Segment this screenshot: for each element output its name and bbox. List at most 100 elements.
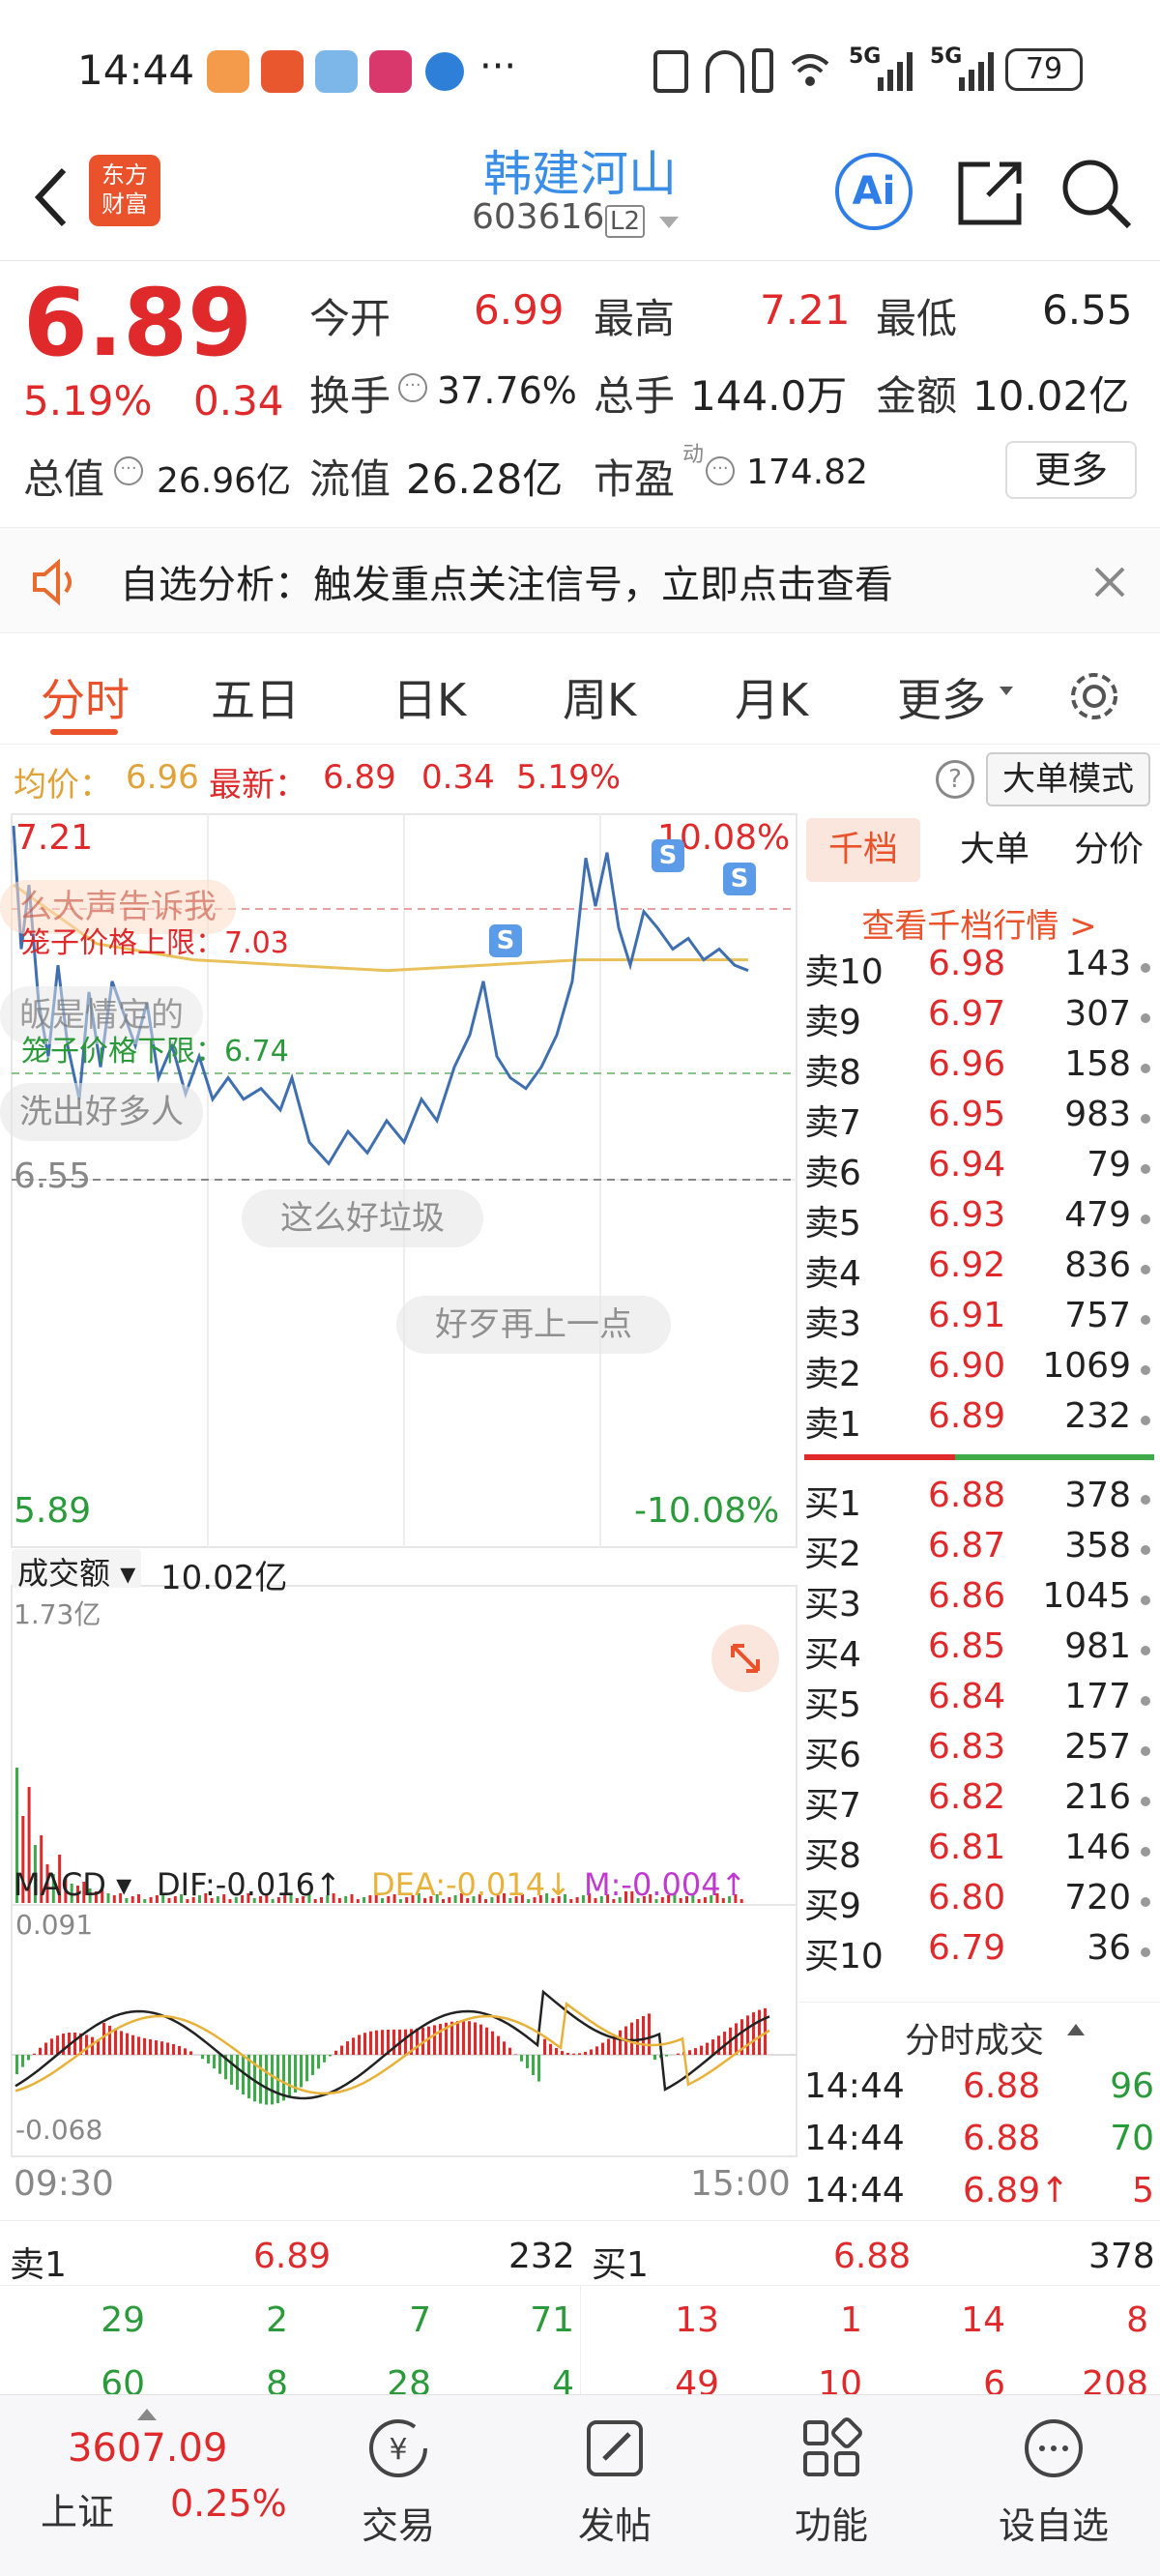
back-icon[interactable]: [23, 159, 81, 236]
bid-row[interactable]: 买7 6.82 216: [804, 1777, 1154, 1828]
ask-row[interactable]: 卖6 6.94 79: [804, 1145, 1154, 1195]
bid-row[interactable]: 买4 6.85 981: [804, 1626, 1154, 1677]
notice-banner[interactable]: 自选分析：触发重点关注信号，立即点击查看: [0, 527, 1160, 633]
tab-thousand-level[interactable]: 千档: [806, 818, 920, 882]
volume-bar: [527, 1899, 531, 1903]
tab-intraday[interactable]: 分时: [41, 674, 130, 726]
level-label: 买3: [804, 1585, 861, 1625]
trade-volume: 70: [1110, 2119, 1154, 2158]
level-volume: 981: [1064, 1626, 1131, 1666]
trade-row: 14:44 6.88 96: [804, 2066, 1154, 2117]
big-order-mode-button[interactable]: 大单模式: [986, 752, 1150, 806]
index-name[interactable]: 上证: [41, 2491, 115, 2533]
nav-functions[interactable]: 功能: [735, 2415, 928, 2549]
bid1-label: 买1: [592, 2245, 649, 2285]
info-icon[interactable]: ···: [706, 456, 735, 485]
sell-signal-marker[interactable]: S: [652, 839, 684, 872]
macd-bar: [590, 2049, 593, 2055]
level-label: 买1: [804, 1484, 861, 1524]
sell-signal-marker[interactable]: S: [489, 924, 522, 957]
chevron-down-icon[interactable]: [1000, 687, 1013, 695]
current-price: 6.89: [23, 269, 252, 377]
macd-bar: [508, 2047, 511, 2055]
level-price: 6.87: [928, 1526, 1006, 1566]
more-button[interactable]: 更多: [1005, 441, 1137, 499]
macd-bar: [410, 2029, 413, 2055]
ask-row[interactable]: 卖10 6.98 143: [804, 944, 1154, 994]
volume-bar: [654, 1899, 658, 1903]
intraday-chart-area[interactable]: 么大声告诉我 这么好垃圾 好歹再上一点 洗出好多人 皈是情定的 7.21 10.…: [0, 812, 798, 2220]
tab-big-order[interactable]: 大单: [959, 830, 1030, 869]
float-cap-value: 26.28亿: [406, 455, 564, 503]
bid-row[interactable]: 买2 6.87 358: [804, 1526, 1154, 1576]
info-icon[interactable]: ···: [114, 456, 143, 485]
tick-trades-title[interactable]: 分时成交: [905, 2021, 1045, 2061]
sell-signal-marker[interactable]: S: [723, 863, 756, 895]
status-time: 14:44: [77, 46, 195, 94]
ask-row[interactable]: 卖8 6.96 158: [804, 1044, 1154, 1095]
macd-selector[interactable]: MACD ▾: [14, 1866, 132, 1903]
tab-price-distribution[interactable]: 分价: [1073, 830, 1144, 869]
bid-row[interactable]: 买8 6.81 146: [804, 1828, 1154, 1878]
macd-bar: [44, 2042, 47, 2055]
bid-row[interactable]: 买9 6.80 720: [804, 1878, 1154, 1928]
bid-row[interactable]: 买3 6.86 1045: [804, 1576, 1154, 1626]
macd-bar: [387, 2029, 390, 2055]
thousand-level-link[interactable]: 查看千档行情 >: [861, 907, 1097, 946]
gear-icon[interactable]: [1065, 667, 1123, 725]
level-volume: 1069: [1042, 1346, 1131, 1386]
volume-bar: [101, 1889, 104, 1903]
ask-row[interactable]: 卖7 6.95 983: [804, 1095, 1154, 1145]
ask-row[interactable]: 卖5 6.93 479: [804, 1195, 1154, 1245]
ask-row[interactable]: 卖9 6.97 307: [804, 994, 1154, 1044]
ask-row[interactable]: 卖2 6.90 1069: [804, 1346, 1154, 1396]
level-label: 卖2: [804, 1355, 861, 1394]
info-icon[interactable]: ···: [398, 373, 427, 402]
ai-assistant-button[interactable]: Ai: [835, 153, 913, 230]
expand-icon[interactable]: [711, 1625, 779, 1692]
close-icon[interactable]: [1092, 565, 1127, 600]
volume-bar: [167, 1898, 171, 1903]
level-label: 买5: [804, 1685, 861, 1725]
macd-bar: [468, 2021, 471, 2055]
volume-bar: [27, 1787, 31, 1903]
help-icon[interactable]: ?: [936, 760, 974, 799]
macd-bar: [201, 2055, 204, 2060]
index-value[interactable]: 3607.09: [68, 2426, 228, 2471]
tab-daily-k[interactable]: 日K: [392, 674, 467, 726]
macd-bar: [15, 2055, 18, 2074]
bid-row[interactable]: 买6 6.83 257: [804, 1727, 1154, 1777]
chevron-down-icon[interactable]: [659, 217, 679, 228]
ask-row[interactable]: 卖3 6.91 757: [804, 1296, 1154, 1346]
bid-row[interactable]: 买5 6.84 177: [804, 1677, 1154, 1727]
nav-post[interactable]: 发帖: [518, 2415, 711, 2549]
share-icon[interactable]: [951, 155, 1029, 232]
chevron-up-icon[interactable]: [137, 2409, 157, 2420]
volume-selector[interactable]: 成交额 ▾: [12, 1549, 142, 1592]
bid-row[interactable]: 买1 6.88 378: [804, 1476, 1154, 1526]
macd-bar: [450, 2021, 453, 2055]
tab-five-day[interactable]: 五日: [211, 674, 300, 726]
level-price: 6.98: [928, 944, 1006, 983]
volume-bar: [734, 1894, 738, 1903]
ask-row[interactable]: 卖1 6.89 232: [804, 1396, 1154, 1447]
tab-weekly-k[interactable]: 周K: [563, 674, 637, 726]
tab-monthly-k[interactable]: 月K: [735, 674, 809, 726]
level-volume: 177: [1064, 1677, 1131, 1716]
volume-bar: [265, 1894, 269, 1903]
macd-bar: [746, 2015, 749, 2055]
nav-trade[interactable]: ¥ 交易: [302, 2415, 495, 2549]
order-dot: [1141, 1897, 1150, 1907]
search-icon[interactable]: [1058, 155, 1135, 232]
index-percent[interactable]: 0.25%: [170, 2482, 287, 2525]
float-cap-label: 流值: [309, 455, 392, 503]
chevron-up-icon[interactable]: [1067, 2024, 1085, 2035]
volume-bar: [503, 1893, 506, 1903]
nav-add-watchlist[interactable]: 设自选: [957, 2415, 1150, 2549]
macd-bar: [300, 2055, 303, 2088]
ask-row[interactable]: 卖4 6.92 836: [804, 1245, 1154, 1296]
bid-row[interactable]: 买10 6.79 36: [804, 1928, 1154, 1978]
intraday-chart-svg[interactable]: [0, 812, 798, 2220]
tab-more[interactable]: 更多: [897, 674, 986, 726]
volume-bar: [697, 1899, 701, 1903]
